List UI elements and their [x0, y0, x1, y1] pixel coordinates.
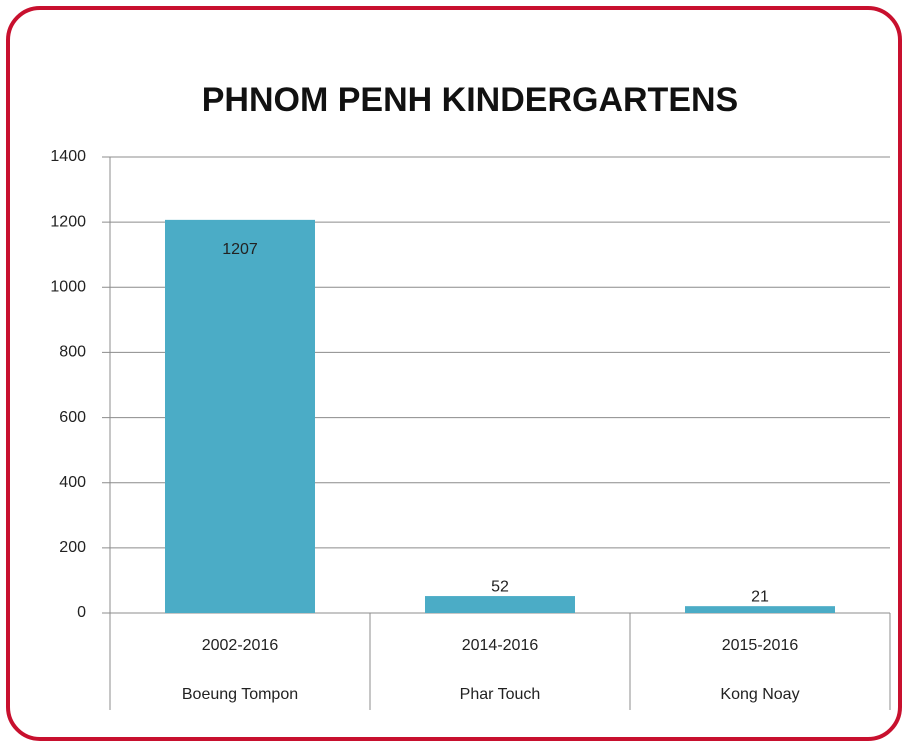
- y-tick-label: 0: [77, 604, 86, 621]
- y-tick-label: 1400: [50, 148, 86, 165]
- y-tick-label: 800: [59, 344, 86, 361]
- x-group-label: Phar Touch: [460, 686, 541, 703]
- y-tick-label: 600: [59, 409, 86, 426]
- y-tick-label: 400: [59, 474, 86, 491]
- bar: [165, 219, 315, 613]
- x-tick-label: 2014-2016: [462, 637, 539, 654]
- y-tick-label: 200: [59, 539, 86, 556]
- bar: [685, 606, 835, 613]
- y-tick-label: 1200: [50, 213, 86, 230]
- data-label: 21: [751, 588, 769, 605]
- bar: [425, 596, 575, 613]
- x-tick-label: 2002-2016: [202, 637, 279, 654]
- x-group-label: Boeung Tompon: [182, 686, 298, 703]
- y-tick-label: 1000: [50, 279, 86, 296]
- x-tick-label: 2015-2016: [722, 637, 799, 654]
- chart-title: PHNOM PENH KINDERGARTENS: [202, 81, 738, 119]
- x-group-label: Kong Noay: [720, 686, 799, 703]
- data-label: 52: [491, 578, 509, 595]
- data-label: 1207: [222, 241, 258, 258]
